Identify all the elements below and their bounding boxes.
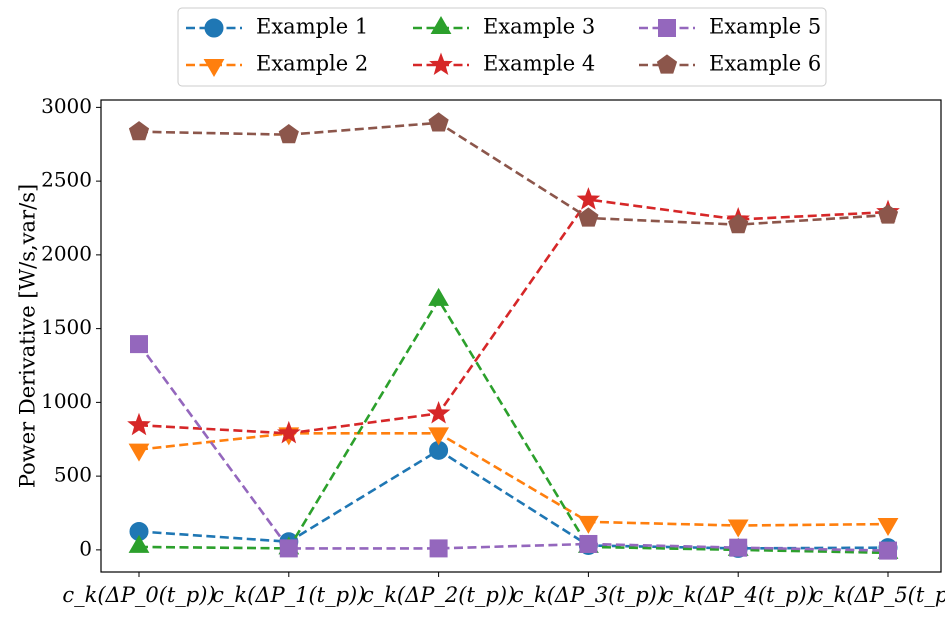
legend-entry: Example 6: [639, 52, 821, 76]
legend-label: Example 1: [256, 15, 368, 39]
y-tick-label: 3000: [41, 94, 92, 118]
data-point: [428, 287, 449, 306]
series-line: [138, 448, 889, 550]
legend-entry: Example 4: [413, 52, 595, 76]
legend-label: Example 4: [483, 52, 595, 76]
legend-marker: [429, 52, 453, 76]
legend: Example 1 Example 2 Example 3 Example 4 Exam…: [177, 7, 827, 87]
x-tick-label: c_k(ΔP_2(t_p)): [362, 583, 515, 607]
y-tick-label: 0: [79, 536, 92, 560]
legend-label: Example 3: [483, 15, 595, 39]
series-line: [138, 297, 889, 555]
series-3: [128, 287, 899, 559]
legend-label: Example 6: [709, 52, 821, 76]
data-point: [276, 420, 301, 444]
legend-marker: [204, 18, 224, 38]
data-point: [877, 204, 899, 224]
series-1: [129, 440, 898, 558]
data-point: [728, 214, 749, 234]
data-point: [727, 519, 749, 538]
x-tick-label: c_k(ΔP_4(t_p)): [662, 583, 815, 607]
y-tick-label: 1000: [41, 389, 92, 413]
data-point: [879, 541, 897, 560]
legend-label: Example 5: [709, 15, 821, 39]
series-6: [128, 112, 899, 234]
legend-marker: [203, 59, 225, 77]
series-line: [138, 198, 889, 435]
series-line: [138, 432, 889, 527]
series-line: [138, 121, 889, 226]
series-5: [130, 335, 897, 560]
legend-entry: Example 2: [186, 52, 368, 77]
x-tick-label: c_k(ΔP_5(t_p)): [811, 583, 945, 607]
y-tick-label: 2000: [41, 241, 92, 265]
y-axis-label: Power Derivative [W/s,var/s]: [16, 184, 40, 488]
y-tick-label: 500: [54, 463, 92, 487]
x-tick-label: c_k(ΔP_1(t_p)): [212, 583, 365, 607]
series-line: [137, 343, 889, 552]
data-point: [278, 124, 299, 144]
legend-entry: Example 1: [186, 15, 368, 39]
data-point: [578, 515, 599, 534]
data-point: [128, 443, 150, 462]
data-point: [428, 112, 449, 132]
series-2: [128, 427, 899, 538]
axes-frame: [100, 99, 942, 573]
data-point: [877, 518, 899, 537]
x-tick-label: c_k(ΔP_0(t_p)): [62, 583, 215, 607]
y-tick-label: 1500: [41, 315, 92, 339]
data-point: [130, 335, 148, 354]
legend-marker: [656, 54, 678, 74]
x-tick-label: c_k(ΔP_3(t_p)): [512, 583, 665, 607]
legend-entry: Example 3: [413, 15, 595, 39]
legend-label: Example 2: [256, 52, 368, 76]
data-point: [429, 539, 448, 558]
data-point: [729, 538, 748, 557]
series-4: [127, 187, 900, 444]
data-point: [127, 412, 151, 436]
data-point: [579, 534, 598, 553]
data-point: [576, 187, 601, 210]
data-point: [578, 207, 599, 227]
data-point: [128, 534, 150, 553]
data-point: [426, 401, 451, 424]
data-point: [279, 539, 298, 558]
legend-marker: [658, 19, 676, 37]
data-point: [428, 427, 449, 446]
y-tick-label: 2500: [41, 168, 92, 192]
legend-marker: [430, 16, 452, 34]
data-point: [128, 121, 150, 141]
legend-entry: Example 5: [639, 15, 821, 39]
